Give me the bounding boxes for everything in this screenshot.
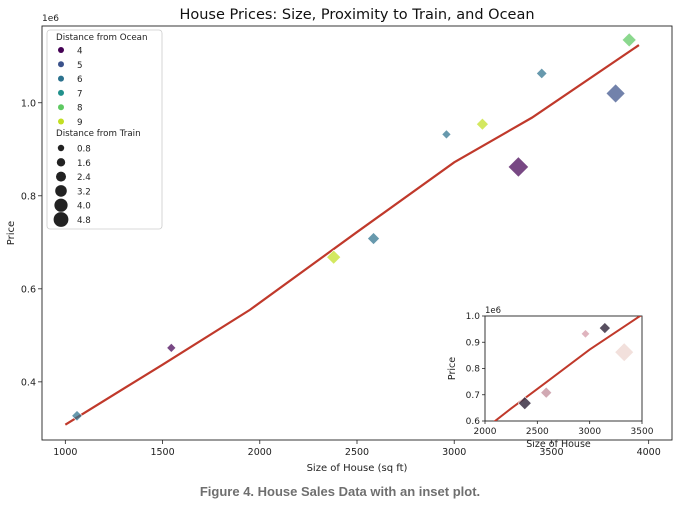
y-axis-offset-label: 1e6 <box>42 14 59 24</box>
inset-plot: 2000 2500 3000 3500 0.6 0.7 0.8 0.9 1.0 1e6 Size o… <box>447 306 654 450</box>
legend-color-swatch <box>58 118 64 125</box>
legend-size-label: 0.8 <box>77 145 91 155</box>
trend-line <box>64 44 640 426</box>
x-tick-label: 1000 <box>53 447 77 458</box>
inset-data-point <box>580 329 591 339</box>
y-tick-label: 0.8 <box>21 191 36 202</box>
legend-color-swatch <box>58 47 64 53</box>
legend-size-label: 2.4 <box>77 173 91 183</box>
inset-x-tick-label: 2500 <box>526 427 549 437</box>
inset-y-tick-label: 1.0 <box>466 312 481 322</box>
legend-size-swatch <box>53 212 69 227</box>
y-axis-label: Price <box>6 221 17 245</box>
inset-y-tick-label: 0.9 <box>466 338 481 348</box>
x-tick-label: 4000 <box>637 447 661 458</box>
legend-color-swatch <box>58 75 64 82</box>
legend-hue-label: 8 <box>77 104 83 114</box>
x-axis-label: Size of House (sq ft) <box>307 463 408 474</box>
main-chart-title: House Prices: Size, Proximity to Train, … <box>179 7 534 23</box>
x-tick-label: 1500 <box>150 447 174 458</box>
legend-size-title: Distance from Train <box>56 129 141 139</box>
data-point <box>326 249 342 265</box>
inset-y-tick-label: 0.6 <box>466 417 481 427</box>
figure-caption: Figure 4. House Sales Data with an inset… <box>199 484 481 499</box>
data-point <box>71 410 83 422</box>
data-point <box>367 232 380 246</box>
inset-y-tick-label: 0.8 <box>466 365 481 375</box>
legend-hue-label: 5 <box>77 61 83 71</box>
legend-color-swatch <box>58 104 64 111</box>
legend-hue-label: 4 <box>77 47 83 57</box>
legend-size-swatch <box>54 198 68 212</box>
inset-data-point <box>517 396 532 411</box>
data-point <box>605 83 626 104</box>
legend-size-label: 1.6 <box>77 159 91 169</box>
legend-size-swatch <box>56 158 66 167</box>
inset-trend-line <box>493 316 642 421</box>
inset-x-tick-label: 2000 <box>474 427 497 437</box>
y-tick-label: 1.0 <box>21 98 36 109</box>
inset-y-tick-label: 0.7 <box>466 391 480 401</box>
y-tick-label: 0.4 <box>21 377 36 388</box>
legend-size-swatch <box>55 185 67 197</box>
data-point <box>166 342 177 353</box>
data-point <box>441 129 452 140</box>
legend-color-swatch <box>58 89 64 96</box>
inset-data-point <box>598 322 611 335</box>
inset-x-axis-label: Size of House <box>526 439 591 450</box>
main-plot: 1000 1500 2000 2500 3000 3500 4000 0.4 0.6 0.8 1.0… <box>6 14 673 474</box>
legend-hue-title: Distance from Ocean <box>56 33 148 43</box>
data-point <box>621 32 637 48</box>
x-tick-label: 2000 <box>248 447 272 458</box>
x-tick-label: 3000 <box>442 447 466 458</box>
data-point <box>475 117 489 131</box>
legend-hue-label: 7 <box>77 89 83 99</box>
legend-color-swatch <box>58 61 64 68</box>
legend-box <box>46 29 163 230</box>
legend-size-label: 4.8 <box>77 216 91 226</box>
data-point <box>535 67 548 80</box>
inset-y-offset-label: 1e6 <box>485 306 501 316</box>
inset-y-axis-label: Price <box>447 357 458 380</box>
x-tick-label: 3500 <box>539 447 563 458</box>
inset-x-tick-label: 3000 <box>578 427 601 437</box>
legend-size-swatch <box>57 144 65 152</box>
house-prices-figure: House Prices: Size, Proximity to Train, … <box>6 7 673 474</box>
x-tick-label: 2500 <box>345 447 369 458</box>
legend-size-label: 4.0 <box>77 202 91 212</box>
inset-data-point <box>614 342 635 363</box>
legend-hue-label: 6 <box>77 75 83 85</box>
data-point <box>507 156 530 178</box>
y-tick-label: 0.6 <box>21 284 36 295</box>
inset-x-tick-label: 3500 <box>631 427 654 437</box>
legend-size-swatch <box>56 171 66 182</box>
inset-data-point <box>540 386 553 399</box>
legend-size-label: 3.2 <box>77 187 91 197</box>
legend-hue-label: 9 <box>77 118 83 128</box>
